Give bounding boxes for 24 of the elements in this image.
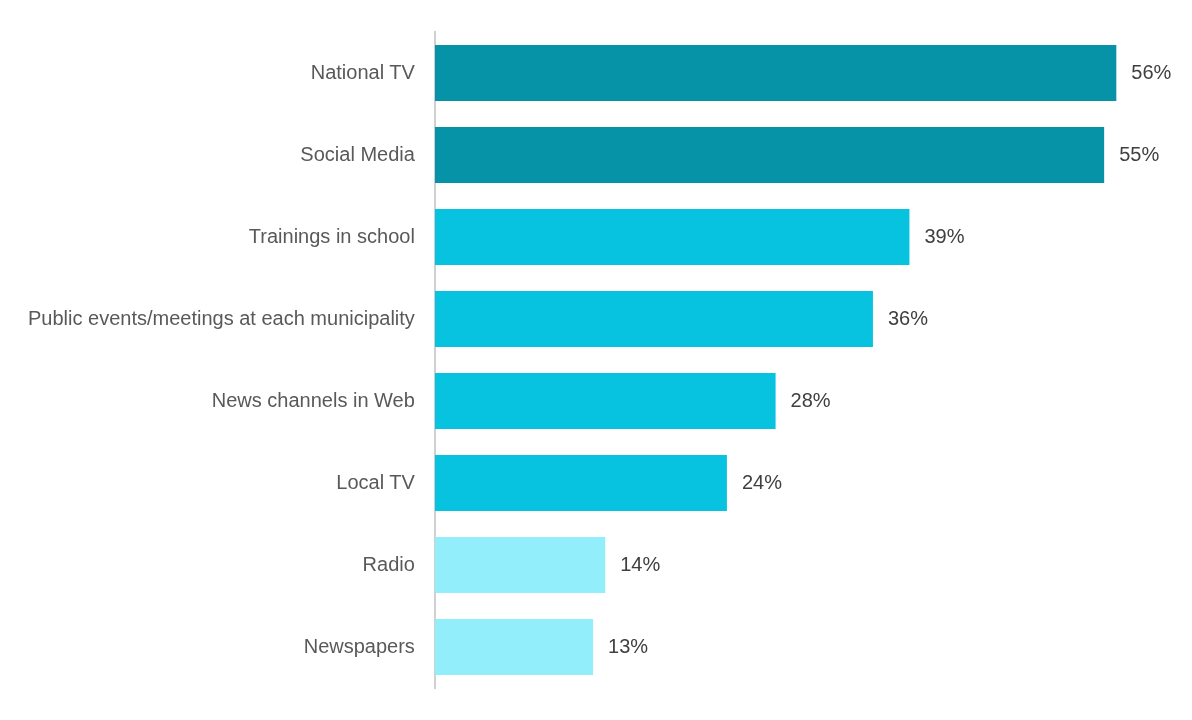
y-tick-label: Social Media bbox=[300, 142, 416, 165]
bar bbox=[434, 537, 606, 593]
data-label: 36% bbox=[887, 306, 929, 329]
y-tick-label: News channels in Web bbox=[211, 388, 415, 411]
bar bbox=[434, 619, 594, 675]
data-label: 55% bbox=[1119, 142, 1160, 165]
bar bbox=[434, 455, 727, 511]
data-label: 56% bbox=[1131, 60, 1172, 83]
bar bbox=[434, 291, 873, 347]
data-label: 13% bbox=[608, 634, 649, 657]
y-tick-label: National TV bbox=[310, 60, 416, 83]
data-label: 39% bbox=[924, 224, 965, 247]
bar bbox=[434, 209, 910, 265]
y-tick-label: Local TV bbox=[336, 470, 416, 493]
y-tick-label: Radio bbox=[362, 552, 415, 575]
data-label: 24% bbox=[741, 470, 783, 493]
data-label: 28% bbox=[790, 388, 831, 411]
bar bbox=[434, 45, 1117, 101]
bar bbox=[434, 373, 776, 429]
y-tick-label: Trainings in school bbox=[248, 224, 415, 247]
y-tick-label: Newspapers bbox=[303, 634, 415, 657]
y-tick-label: Public events/meetings at each municipality bbox=[27, 306, 415, 329]
data-label: 14% bbox=[620, 552, 661, 575]
bar bbox=[434, 127, 1105, 183]
